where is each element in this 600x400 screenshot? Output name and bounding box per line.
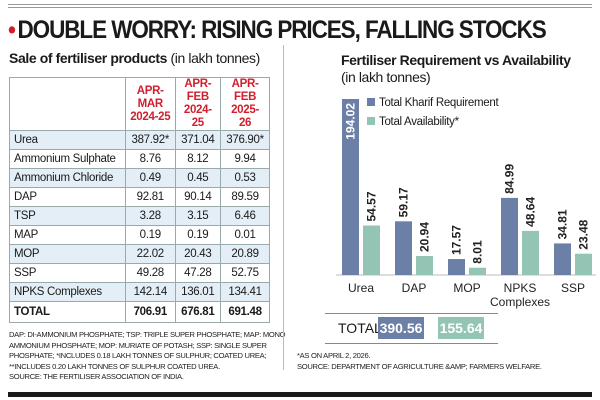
legend-swatch — [367, 98, 375, 106]
data-label: 34.81 — [556, 209, 570, 239]
bar — [448, 259, 465, 275]
table-row: TOTAL 706.91 676.81 691.48 — [9, 301, 270, 323]
table-row: NPKS Complexes 142.14 136.01 134.41 — [9, 282, 270, 302]
category-label: Urea — [348, 281, 374, 295]
value-cell: 376.90* — [220, 130, 270, 150]
product-cell: Urea — [9, 130, 126, 150]
footnote-line: *AS ON APRIL 2, 2026. — [297, 351, 371, 360]
table-row: Ammonium Chloride 0.49 0.45 0.53 — [9, 168, 270, 188]
value-cell: 0.19 — [174, 225, 222, 245]
product-cell: Ammonium Sulphate — [9, 149, 126, 169]
table-title: Sale of fertiliser products (in lakh ton… — [9, 50, 260, 66]
legend-requirement: Total Kharif Requirement — [367, 97, 499, 109]
category-label: SSP — [561, 281, 585, 295]
total-top-rule — [325, 313, 498, 314]
chart-footnotes: *AS ON APRIL 2, 2026. SOURCE: DEPARTMENT … — [297, 351, 542, 372]
footnote-line: SOURCE: DEPARTMENT OF AGRICULTURE &AMP; … — [297, 361, 542, 371]
column-divider — [283, 45, 284, 370]
category-label: MOP — [453, 281, 480, 295]
value-cell: 8.12 — [174, 149, 222, 169]
column-header: APR-FEB 2025-26 — [220, 77, 270, 131]
data-label: 20.94 — [418, 222, 432, 252]
data-label: 17.57 — [450, 225, 464, 255]
data-label: 48.64 — [524, 197, 538, 227]
value-cell: 691.48 — [220, 301, 270, 323]
total-label: TOTAL — [338, 320, 382, 336]
table-row: MAP 0.19 0.19 0.01 — [9, 225, 270, 245]
data-label: 23.48 — [577, 219, 591, 249]
bar — [501, 197, 518, 275]
footnote-line: AMMONIUM PHOSPHATE; MOP: MURIATE OF POTA… — [9, 340, 267, 350]
headline: • DOUBLE WORRY: RISING PRICES, FALLING ST… — [8, 16, 547, 45]
footnote-line: SOURCE: THE FERTILISER ASSOCIATION OF IN… — [9, 372, 184, 381]
footnote-line: **INCLUDES 0.20 LAKH TONNES OF SULPHUR C… — [9, 361, 220, 371]
bottom-rule — [8, 392, 592, 397]
bar — [363, 225, 380, 275]
data-label: 54.57 — [365, 191, 379, 221]
chart-title-text: Fertiliser Requirement vs Availability — [341, 52, 571, 68]
category-label: NPKS — [504, 281, 537, 295]
total-availability: 155.64 — [438, 317, 484, 339]
legend-availability: Total Availability* — [367, 116, 459, 128]
data-label: 84.99 — [503, 164, 517, 194]
bar — [342, 99, 359, 275]
value-cell: 22.02 — [125, 244, 176, 264]
data-label: 59.17 — [397, 187, 411, 217]
table-section: APR-MAR 2024-25 APR-FEB 2024-25 APR-FEB 2025-… — [9, 77, 286, 383]
data-label: 8.01 — [471, 240, 485, 264]
top-rule — [8, 4, 592, 8]
table-row: Ammonium Sulphate 8.76 8.12 9.94 — [9, 149, 270, 169]
legend-label: Total Availability* — [379, 116, 459, 128]
corner-cell — [9, 77, 126, 131]
product-cell: TOTAL — [9, 301, 126, 323]
sales-table: APR-MAR 2024-25 APR-FEB 2024-25 APR-FEB 2025-… — [9, 77, 270, 323]
value-cell: 371.04 — [174, 130, 222, 150]
table-row: Urea 387.92* 371.04 376.90* — [9, 130, 270, 150]
bullet-icon: • — [8, 16, 16, 44]
value-cell: 20.89 — [220, 244, 270, 264]
value-cell: 0.45 — [174, 168, 222, 188]
chart-title: Fertiliser Requirement vs Availability (i… — [341, 52, 571, 86]
table-row: TSP 3.28 3.15 6.46 — [9, 206, 270, 226]
value-cell: 387.92* — [125, 130, 176, 150]
legend-swatch — [367, 117, 375, 125]
table-unit: (in lakh tonnes) — [170, 50, 261, 66]
total-requirement: 390.56 — [378, 317, 424, 339]
footnote-line: DAP: DI-AMMONIUM PHOSPHATE; TSP: TRIPLE … — [9, 330, 286, 339]
bar — [575, 253, 592, 275]
bar — [395, 221, 412, 275]
headline-text: DOUBLE WORRY: RISING PRICES, FALLING STO… — [17, 16, 547, 44]
legend-label: Total Kharif Requirement — [379, 97, 499, 109]
table-title-text: Sale of fertiliser products — [9, 50, 168, 66]
data-label: 194.02 — [344, 103, 358, 140]
product-cell: MAP — [9, 225, 126, 245]
bar — [554, 243, 571, 275]
footnote-line: PHOSPHATE; *INCLUDES 0.18 LAKH TONNES OF… — [9, 351, 267, 360]
value-cell: 0.49 — [125, 168, 176, 188]
value-cell: 134.41 — [220, 282, 270, 302]
value-cell: 676.81 — [174, 301, 222, 323]
value-cell: 3.28 — [125, 206, 176, 226]
category-label: Complexes — [490, 295, 550, 309]
total-bottom-rule — [325, 343, 498, 344]
value-cell: 0.01 — [220, 225, 270, 245]
table-row: SSP 49.28 47.28 52.75 — [9, 263, 270, 283]
chart-subtitle: (in lakh tonnes) — [341, 69, 431, 85]
product-cell: TSP — [9, 206, 126, 226]
value-cell: 89.59 — [220, 187, 270, 207]
table-row: DAP 92.81 90.14 89.59 — [9, 187, 270, 207]
bar — [469, 267, 486, 275]
value-cell: 706.91 — [125, 301, 176, 323]
value-cell: 47.28 — [174, 263, 222, 283]
value-cell: 92.81 — [125, 187, 176, 207]
product-cell: NPKS Complexes — [9, 282, 126, 302]
category-label: DAP — [402, 281, 427, 295]
bar — [522, 230, 539, 275]
value-cell: 142.14 — [125, 282, 176, 302]
product-cell: Ammonium Chloride — [9, 168, 126, 188]
bar — [416, 256, 433, 275]
table-footnotes: DAP: DI-AMMONIUM PHOSPHATE; TSP: TRIPLE … — [9, 330, 286, 383]
